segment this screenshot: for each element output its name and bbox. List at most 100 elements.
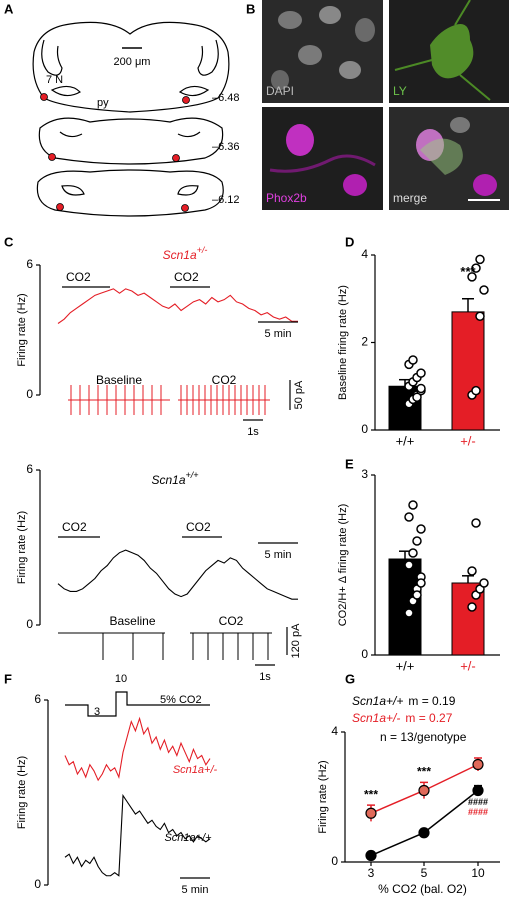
significance-label: #### [468,797,488,807]
note: n = 13/genotype [380,730,467,744]
amplitude-scale-label: 50 pA [293,380,305,409]
data-point [467,602,477,612]
y-tick-label: 0 [26,387,33,401]
data-point [412,536,422,546]
panel-label: F [4,671,12,686]
data-point [471,385,481,396]
y-tick-label: 3 [361,467,368,481]
data-point [471,263,481,273]
trace [57,288,298,324]
x-tick-label: 3 [368,866,375,880]
data-point [416,368,426,378]
data-point [472,758,484,771]
y-tick-label: 0 [26,617,33,631]
channel-label: Phox2b [266,191,307,205]
data-point [416,578,426,588]
data-point [479,285,489,295]
panel-label: D [345,234,354,249]
data-point [365,849,377,862]
data-point [408,355,418,365]
channel-label: DAPI [266,84,294,98]
x-tick-label: +/- [460,433,476,448]
patch-label: Baseline [109,614,155,628]
title-genotype: +/- [197,245,208,255]
time-scale-label: 5 min [182,884,209,896]
y-tick-label: 4 [331,724,338,738]
data-point [475,254,485,265]
y-tick-label: 0 [34,877,41,891]
stimulus-label: CO2 [186,520,211,534]
protocol-label: 5% CO2 [160,694,202,706]
title-genotype: +/+ [186,470,199,480]
x-tick-label: +/+ [396,433,415,448]
level-label: –6.48 [212,92,240,104]
significance-label: #### [468,807,488,817]
protocol-label: 10 [115,673,127,685]
x-tick-label: +/- [460,658,476,673]
legend-entry: Scn1a+/- m = 0.27 [352,711,453,725]
panel-label: A [4,1,14,16]
data-point [404,560,414,570]
stimulus-label: CO2 [174,270,199,284]
brain-sections [32,21,230,217]
legend-slope: m = 0.19 [408,694,455,708]
trace [64,716,211,782]
data-point [471,518,481,528]
region-label: 7 N [46,74,63,86]
bar [451,311,485,431]
level-label: –6.36 [212,141,240,153]
legend-slope: m = 0.27 [405,711,452,725]
data-point [412,392,422,402]
trace-title: Scn1a+/+ [151,470,198,487]
trace-label: Scn1a+/+ [164,832,212,844]
trace-label: Scn1a+/- [173,764,218,776]
data-point [472,784,484,797]
series-line [370,789,479,857]
y-axis-label: Baseline firing rate (Hz) [337,285,349,400]
panel-label: C [4,234,14,249]
panel-label: G [345,671,355,686]
data-point [479,578,489,588]
x-axis-label: % CO2 (bal. O2) [378,882,467,896]
y-tick-label: 4 [361,247,368,261]
scale-bar-label: 200 μm [114,56,151,68]
stimulus-label: CO2 [66,270,91,284]
patch-label: CO2 [212,373,237,387]
data-point [467,566,477,576]
y-axis-label: CO2/H+ Δ firing rate (Hz) [337,504,349,627]
trace [64,793,211,877]
stimulus-label: CO2 [62,520,87,534]
level-label: –6.12 [212,194,240,206]
y-axis-label: Firing rate (Hz) [16,756,28,829]
title-gene: Scn1a [151,473,185,487]
significance-label: *** [460,264,476,279]
y-tick-label: 6 [26,257,33,271]
y-axis-label: Firing rate (Hz) [16,293,28,366]
data-point [412,590,422,600]
legend-entry: Scn1a+/+ m = 0.19 [352,694,456,708]
y-tick-label: 2 [361,335,368,349]
significance-label: *** [364,787,378,801]
data-point [475,311,485,321]
micrographs [262,0,509,210]
trace [57,549,298,600]
x-tick-label: 5 [421,866,428,880]
data-point [408,548,418,558]
y-tick-label: 0 [361,647,368,661]
data-point [404,608,414,618]
time-scale-label: 5 min [265,549,292,561]
bar [388,558,422,656]
data-point [416,383,426,394]
channel-label: LY [393,84,407,98]
data-point [418,784,430,797]
patch-label: Baseline [96,373,142,387]
legend-name: Scn1a+/+ [352,694,403,708]
y-tick-label: 6 [34,692,41,706]
data-point [467,272,477,282]
protocol-line [65,691,210,717]
channel-label: merge [393,191,427,205]
protocol-label: 3 [94,706,100,718]
data-point [408,500,418,510]
panel-label: B [246,1,255,16]
